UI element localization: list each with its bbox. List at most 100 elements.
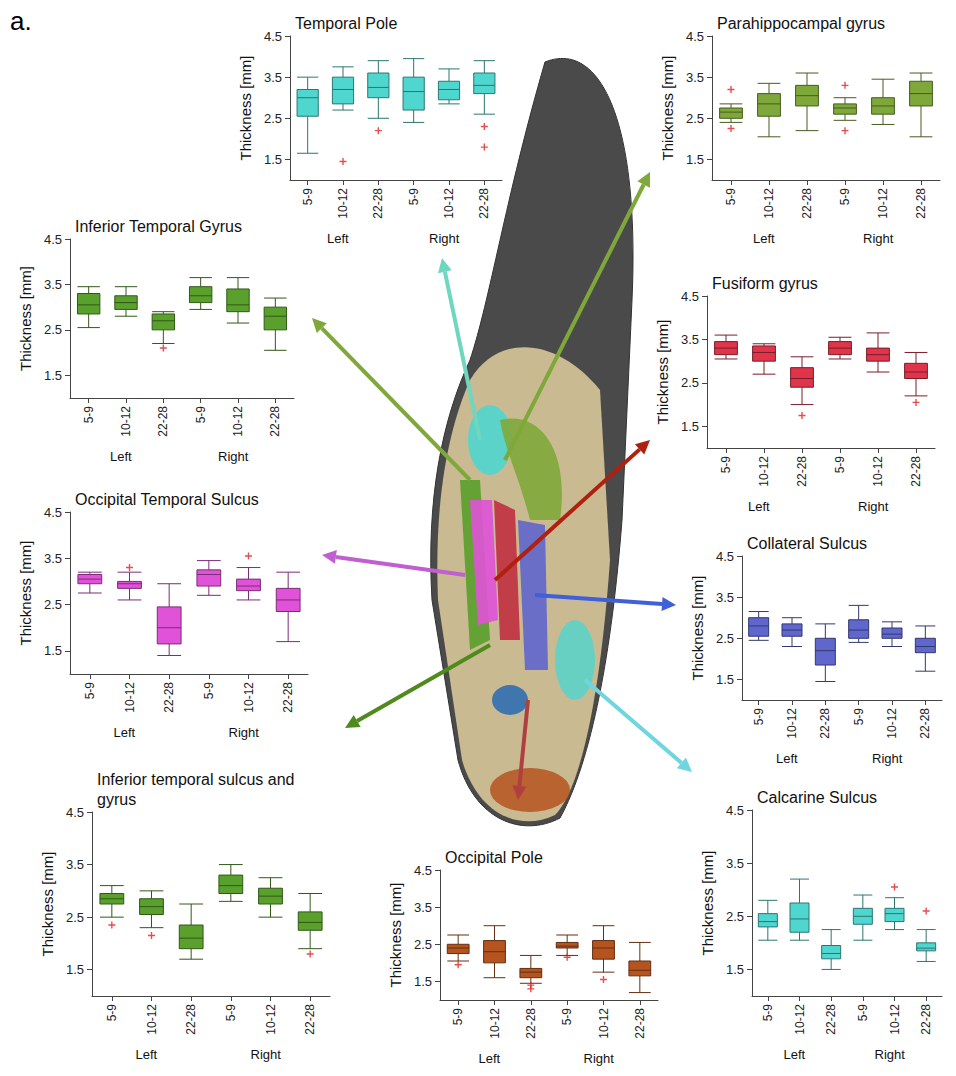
svg-text:22-28: 22-28: [268, 406, 282, 437]
svg-text:5-9: 5-9: [761, 1004, 775, 1022]
svg-text:5-9: 5-9: [833, 456, 847, 474]
svg-text:2.5: 2.5: [44, 597, 62, 612]
svg-text:Thickness [mm]: Thickness [mm]: [17, 540, 34, 645]
svg-text:Thickness [mm]: Thickness [mm]: [387, 882, 404, 987]
svg-text:10-12: 10-12: [336, 188, 350, 219]
svg-text:22-28: 22-28: [633, 1008, 647, 1039]
svg-text:Right: Right: [872, 751, 903, 766]
svg-text:Right: Right: [429, 231, 460, 246]
svg-text:22-28: 22-28: [184, 1004, 198, 1035]
svg-text:10-12: 10-12: [762, 188, 776, 219]
svg-text:5-9: 5-9: [724, 188, 738, 206]
svg-text:3.5: 3.5: [264, 70, 282, 85]
svg-text:3.5: 3.5: [414, 900, 432, 915]
svg-text:10-12: 10-12: [123, 682, 137, 713]
svg-text:22-28: 22-28: [818, 708, 832, 739]
svg-text:5-9: 5-9: [202, 682, 216, 700]
svg-text:5-9: 5-9: [719, 456, 733, 474]
svg-text:22-28: 22-28: [795, 456, 809, 487]
svg-text:3.5: 3.5: [44, 277, 62, 292]
svg-text:2.5: 2.5: [686, 111, 704, 126]
svg-text:22-28: 22-28: [524, 1008, 538, 1039]
svg-text:2.5: 2.5: [726, 909, 744, 924]
svg-text:10-12: 10-12: [264, 1004, 278, 1035]
svg-text:4.5: 4.5: [44, 232, 62, 247]
svg-text:Temporal Pole: Temporal Pole: [295, 15, 397, 32]
svg-text:5-9: 5-9: [105, 1004, 119, 1022]
svg-text:22-28: 22-28: [800, 188, 814, 219]
svg-text:Thickness [mm]: Thickness [mm]: [39, 851, 56, 956]
svg-text:10-12: 10-12: [231, 406, 245, 437]
svg-text:10-12: 10-12: [876, 188, 890, 219]
svg-text:Left: Left: [327, 231, 349, 246]
svg-text:2.5: 2.5: [264, 111, 282, 126]
svg-text:Calcarine Sulcus: Calcarine Sulcus: [757, 789, 877, 806]
svg-text:gyrus: gyrus: [97, 791, 136, 808]
svg-text:Right: Right: [229, 725, 260, 740]
svg-text:10-12: 10-12: [119, 406, 133, 437]
svg-text:10-12: 10-12: [597, 1008, 611, 1039]
svg-text:22-28: 22-28: [914, 188, 928, 219]
svg-text:Left: Left: [136, 1047, 158, 1062]
svg-text:3.5: 3.5: [66, 857, 84, 872]
svg-text:22-28: 22-28: [918, 708, 932, 739]
svg-text:Inferior Temporal Gyrus: Inferior Temporal Gyrus: [75, 218, 242, 235]
svg-text:3.5: 3.5: [716, 590, 734, 605]
svg-text:4.5: 4.5: [716, 549, 734, 564]
svg-text:Right: Right: [863, 231, 894, 246]
svg-text:22-28: 22-28: [824, 1004, 838, 1035]
svg-text:10-12: 10-12: [785, 708, 799, 739]
svg-text:3.5: 3.5: [681, 332, 699, 347]
svg-text:4.5: 4.5: [264, 29, 282, 44]
svg-text:2.5: 2.5: [44, 322, 62, 337]
svg-text:22-28: 22-28: [281, 682, 295, 713]
svg-text:2.5: 2.5: [716, 631, 734, 646]
svg-text:2.5: 2.5: [414, 937, 432, 952]
svg-text:Left: Left: [784, 1047, 806, 1062]
svg-text:5-9: 5-9: [83, 682, 97, 700]
svg-text:2.5: 2.5: [681, 375, 699, 390]
svg-text:Left: Left: [114, 725, 136, 740]
svg-text:Parahippocampal gyrus: Parahippocampal gyrus: [717, 15, 885, 32]
svg-text:4.5: 4.5: [44, 505, 62, 520]
svg-text:5-9: 5-9: [856, 1004, 870, 1022]
svg-text:5-9: 5-9: [560, 1008, 574, 1026]
svg-text:5-9: 5-9: [407, 188, 421, 206]
svg-text:1.5: 1.5: [716, 672, 734, 687]
svg-text:Occipital Temporal Sulcus: Occipital Temporal Sulcus: [75, 491, 259, 508]
svg-text:4.5: 4.5: [686, 29, 704, 44]
svg-text:1.5: 1.5: [686, 152, 704, 167]
svg-text:10-12: 10-12: [885, 708, 899, 739]
svg-text:Thickness [mm]: Thickness [mm]: [689, 575, 706, 680]
svg-text:1.5: 1.5: [414, 974, 432, 989]
svg-text:1.5: 1.5: [726, 962, 744, 977]
svg-text:Occipital Pole: Occipital Pole: [445, 849, 543, 866]
svg-text:Thickness [mm]: Thickness [mm]: [17, 266, 34, 371]
svg-text:Left: Left: [110, 449, 132, 464]
svg-text:1.5: 1.5: [264, 152, 282, 167]
svg-text:4.5: 4.5: [414, 863, 432, 878]
svg-text:Right: Right: [218, 449, 249, 464]
svg-text:5-9: 5-9: [224, 1004, 238, 1022]
svg-text:5-9: 5-9: [451, 1008, 465, 1026]
svg-text:22-28: 22-28: [919, 1004, 933, 1035]
svg-text:5-9: 5-9: [852, 708, 866, 726]
svg-text:4.5: 4.5: [66, 805, 84, 820]
svg-text:5-9: 5-9: [301, 188, 315, 206]
svg-text:1.5: 1.5: [681, 419, 699, 434]
svg-text:10-12: 10-12: [488, 1008, 502, 1039]
svg-text:2.5: 2.5: [66, 910, 84, 925]
svg-text:Left: Left: [776, 751, 798, 766]
svg-text:Right: Right: [584, 1051, 615, 1066]
svg-text:10-12: 10-12: [145, 1004, 159, 1035]
svg-text:Right: Right: [875, 1047, 906, 1062]
svg-text:1.5: 1.5: [66, 962, 84, 977]
svg-text:Thickness [mm]: Thickness [mm]: [654, 319, 671, 424]
svg-text:10-12: 10-12: [757, 456, 771, 487]
svg-text:22-28: 22-28: [162, 682, 176, 713]
svg-text:10-12: 10-12: [442, 188, 456, 219]
svg-text:Thickness [mm]: Thickness [mm]: [699, 850, 716, 955]
svg-text:5-9: 5-9: [752, 708, 766, 726]
svg-text:5-9: 5-9: [194, 406, 208, 424]
svg-text:1.5: 1.5: [44, 368, 62, 383]
